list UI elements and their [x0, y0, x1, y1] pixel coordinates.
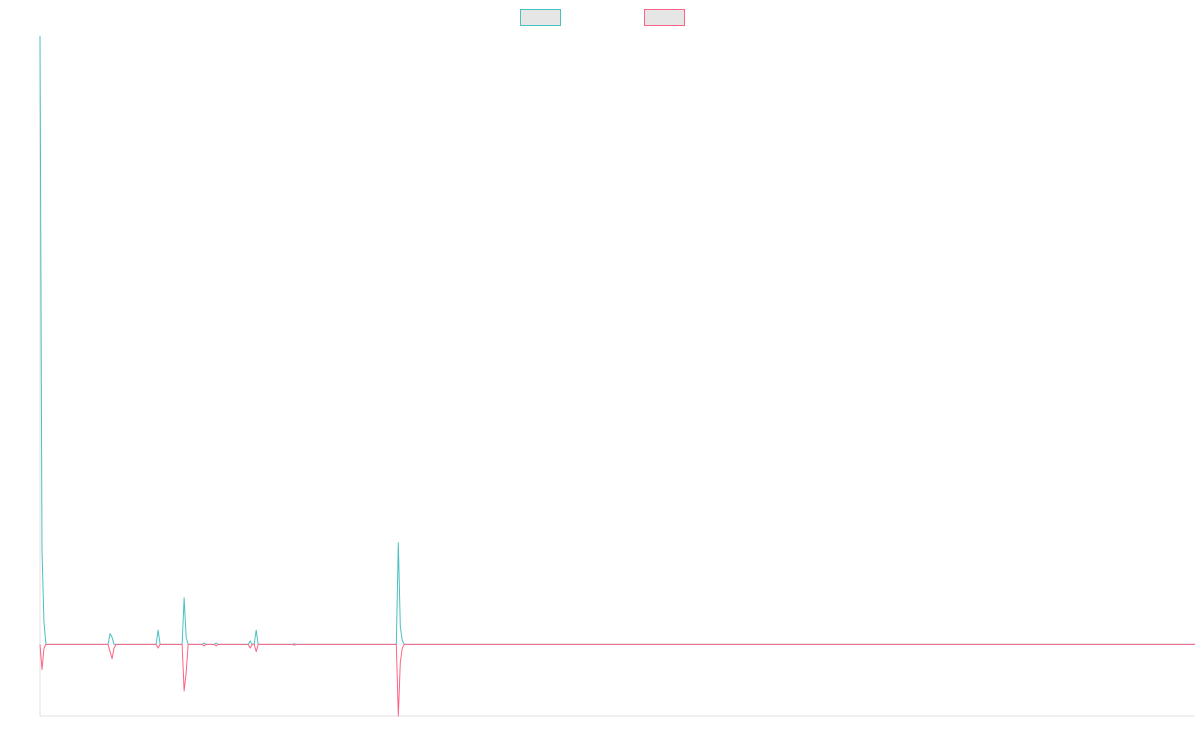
- series-line-2: [39, 643, 1195, 717]
- plot-area: [39, 35, 1195, 717]
- legend-swatch-2: [644, 9, 685, 26]
- series-line-1: [39, 35, 1195, 645]
- legend-swatch-1: [520, 9, 561, 26]
- chart-legend: [520, 9, 685, 26]
- chart-axes: [39, 36, 1195, 717]
